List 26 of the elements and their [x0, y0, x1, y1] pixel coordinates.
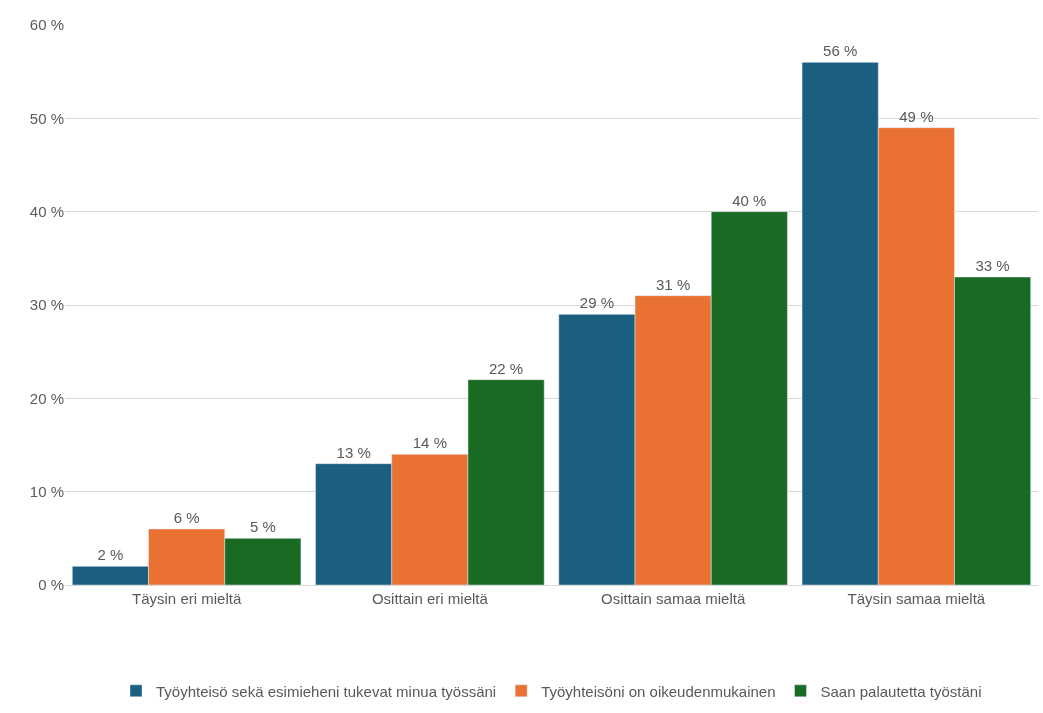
x-tick-label: Osittain samaa mieltä [601, 590, 746, 607]
data-label: 49 % [899, 107, 934, 125]
data-label: 6 % [173, 509, 200, 526]
data-label: 14 % [412, 434, 447, 452]
data-label: 40 % [732, 191, 767, 209]
data-label: 29 % [579, 294, 615, 312]
x-tick-label: Täysin eri mieltä [132, 590, 242, 607]
y-tick-label: 60 % [29, 16, 64, 34]
y-tick-label: 20 % [29, 389, 64, 407]
data-label: 31 % [656, 275, 691, 293]
data-label: 33 % [975, 257, 1010, 274]
y-tick-label: 50 % [29, 109, 64, 127]
y-tick-label: 40 % [29, 202, 64, 220]
data-label: 22 % [488, 359, 524, 377]
y-tick-label: 10 % [29, 482, 64, 500]
legend-label: Työyhteisö sekä esimieheni tukevat minua työssäni [156, 682, 497, 700]
legend-label: Työyhteisöni on oikeudenmukainen [541, 682, 776, 700]
data-label: 5 % [249, 518, 276, 536]
x-tick-label: Osittain eri mieltä [371, 590, 489, 607]
data-label: 2 % [97, 546, 124, 564]
y-tick-label: 0 % [38, 576, 64, 594]
data-label: 13 % [336, 443, 371, 461]
y-tick-label: 30 % [29, 296, 64, 314]
x-tick-label: Täysin samaa mieltä [847, 590, 986, 607]
legend-label: Saan palautetta työstäni [820, 682, 982, 700]
data-label: 56 % [823, 42, 858, 60]
